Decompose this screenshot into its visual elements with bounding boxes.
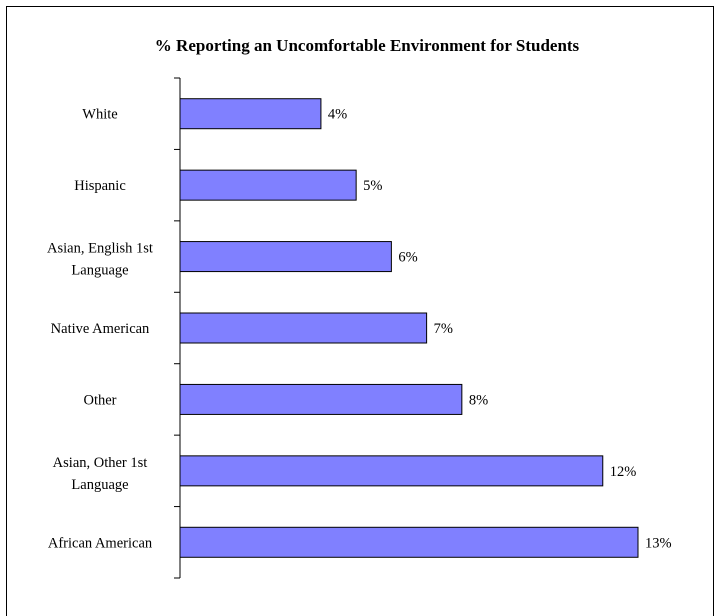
category-label: Asian, Other 1st Language bbox=[53, 455, 148, 493]
bar-value-label: 7% bbox=[434, 321, 453, 337]
bar-value-label: 8% bbox=[469, 392, 488, 408]
category-label: White bbox=[82, 107, 117, 123]
chart-frame bbox=[6, 6, 714, 616]
bar-value-label: 4% bbox=[328, 107, 347, 123]
bar bbox=[179, 455, 604, 487]
plot-area: 4% White 5% Hispanic 6% Asian, English 1st Lan… bbox=[47, 77, 672, 579]
category-label: Native American bbox=[51, 321, 150, 337]
bar bbox=[179, 526, 639, 558]
bar bbox=[179, 241, 392, 273]
category-label: African American bbox=[48, 535, 153, 551]
bar-value-label: 5% bbox=[363, 178, 382, 194]
bar-value-label: 6% bbox=[398, 250, 417, 266]
bar bbox=[179, 312, 428, 344]
category-label: Asian, English 1st Language bbox=[47, 241, 153, 279]
chart-title: % Reporting an Uncomfortable Environment… bbox=[155, 36, 580, 55]
bar bbox=[179, 169, 357, 201]
bar-value-label: 12% bbox=[610, 464, 637, 480]
bar bbox=[179, 98, 322, 130]
bar-value-label: 13% bbox=[645, 535, 672, 551]
category-label: Other bbox=[83, 392, 116, 408]
category-label: Hispanic bbox=[74, 178, 126, 194]
bar bbox=[179, 383, 463, 415]
